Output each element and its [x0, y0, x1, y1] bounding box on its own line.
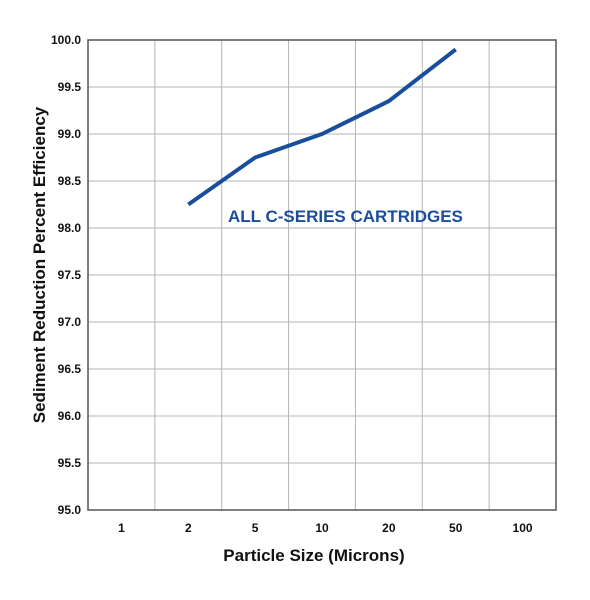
x-axis-ticks: 1 2 5 10 20 50 100 [118, 521, 533, 535]
y-tick-label: 95.5 [58, 456, 82, 470]
x-axis-label: Particle Size (Microns) [223, 546, 404, 565]
x-tick-label: 100 [513, 521, 533, 535]
y-tick-label: 96.5 [58, 362, 82, 376]
series-annotation: ALL C-SERIES CARTRIDGES [228, 207, 463, 226]
y-tick-label: 96.0 [58, 409, 82, 423]
y-tick-label: 97.5 [58, 268, 82, 282]
x-tick-label: 10 [315, 521, 329, 535]
y-tick-label: 99.0 [58, 127, 82, 141]
y-tick-label: 98.5 [58, 174, 82, 188]
grid [88, 39, 556, 511]
y-axis-ticks: 95.0 95.5 96.0 96.5 97.0 97.5 98.0 98.5 99.0 99.5… [51, 33, 81, 517]
y-tick-label: 95.0 [58, 503, 82, 517]
x-tick-label: 50 [449, 521, 463, 535]
x-tick-label: 2 [185, 521, 192, 535]
y-tick-label: 99.5 [58, 80, 82, 94]
y-tick-label: 98.0 [58, 221, 82, 235]
x-tick-label: 5 [252, 521, 259, 535]
x-tick-label: 20 [382, 521, 396, 535]
x-tick-label: 1 [118, 521, 125, 535]
plot-frame [87, 39, 557, 511]
y-tick-label: 97.0 [58, 315, 82, 329]
y-tick-label: 100.0 [51, 33, 81, 47]
y-axis-label: Sediment Reduction Percent Efficiency [30, 106, 49, 423]
series-layer [187, 47, 457, 207]
